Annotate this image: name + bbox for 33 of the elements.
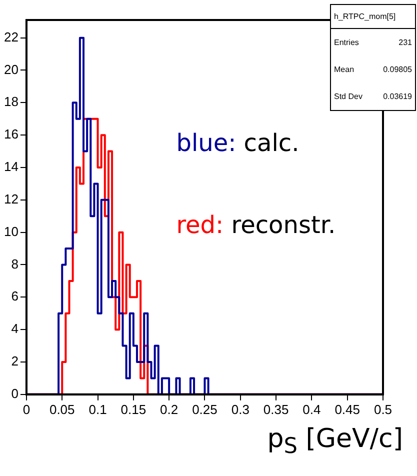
y-tick-label: 12 — [4, 191, 18, 206]
annotation: Entries — [334, 38, 359, 47]
y-tick-label: 18 — [4, 94, 18, 110]
x-tick-label: 0.35 — [263, 402, 289, 417]
text: blue: calc. — [176, 129, 300, 158]
x-tick-label: 0.25 — [192, 402, 218, 417]
text: 0.03619 — [383, 92, 412, 101]
text: 231 — [398, 38, 412, 47]
x-axis-title: p$_{S}$ [GeV/c] — [267, 424, 403, 460]
y-tick-label: 22 — [4, 29, 18, 44]
x-tick-label: 0.4 — [302, 402, 321, 417]
x-tick-label: 0.5 — [374, 402, 392, 417]
y-tick-label: 4 — [11, 321, 18, 336]
y-tick-label: 16 — [4, 126, 18, 142]
y-tick-label: 10 — [4, 224, 18, 239]
x-tick-label: 0 — [22, 402, 30, 417]
x-tick-label: 0.45 — [334, 402, 360, 417]
annotation: Std Dev — [334, 92, 362, 101]
y-tick-label: 20 — [4, 62, 18, 77]
x-tick-label: 0.3 — [231, 402, 250, 417]
x-tick-label: 0.05 — [49, 402, 75, 417]
y-tick-label: 6 — [11, 288, 18, 304]
x-tick-label: 0.2 — [160, 402, 178, 417]
annotation: h_RTPC_mom[5] — [331, 5, 415, 29]
y-tick-label: 8 — [11, 256, 18, 272]
annotation: Mean — [334, 65, 354, 74]
y-tick-label: 2 — [11, 354, 18, 369]
x-tick-label: 0.15 — [120, 402, 146, 417]
text: 0.09805 — [383, 65, 412, 74]
y-tick-label: 0 — [11, 386, 18, 401]
text: red: reconstr. — [176, 211, 336, 240]
x-tick-label: 0.1 — [88, 402, 107, 417]
y-tick-label: 14 — [4, 159, 18, 174]
